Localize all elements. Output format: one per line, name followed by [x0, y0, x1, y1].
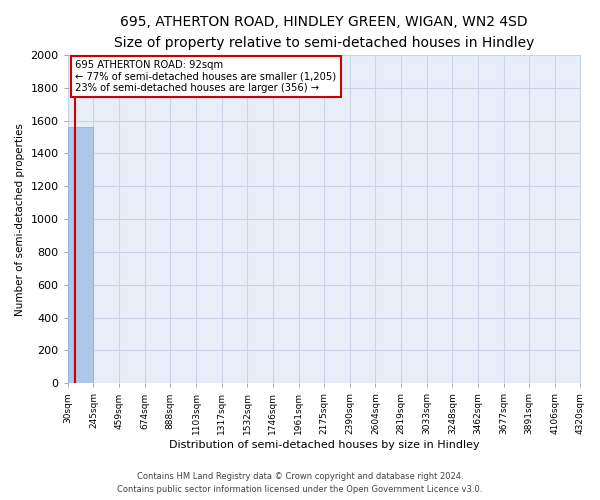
Bar — [68, 127, 94, 384]
Text: Contains HM Land Registry data © Crown copyright and database right 2024.
Contai: Contains HM Land Registry data © Crown c… — [118, 472, 482, 494]
Text: 695 ATHERTON ROAD: 92sqm
← 77% of semi-detached houses are smaller (1,205)
23% o: 695 ATHERTON ROAD: 92sqm ← 77% of semi-d… — [76, 60, 337, 93]
Title: 695, ATHERTON ROAD, HINDLEY GREEN, WIGAN, WN2 4SD
Size of property relative to s: 695, ATHERTON ROAD, HINDLEY GREEN, WIGAN… — [114, 15, 534, 50]
X-axis label: Distribution of semi-detached houses by size in Hindley: Distribution of semi-detached houses by … — [169, 440, 479, 450]
Y-axis label: Number of semi-detached properties: Number of semi-detached properties — [15, 122, 25, 316]
